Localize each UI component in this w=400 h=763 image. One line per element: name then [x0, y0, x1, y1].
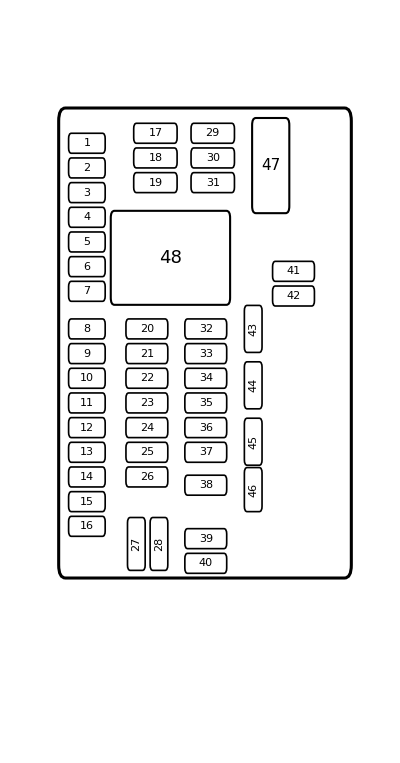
Text: 44: 44 [248, 378, 258, 392]
Text: 10: 10 [80, 373, 94, 383]
Text: 2: 2 [83, 163, 90, 173]
Text: 34: 34 [199, 373, 213, 383]
Text: 23: 23 [140, 398, 154, 408]
Text: 12: 12 [80, 423, 94, 433]
FancyBboxPatch shape [185, 369, 227, 388]
Text: 22: 22 [140, 373, 154, 383]
FancyBboxPatch shape [69, 343, 105, 364]
Text: 33: 33 [199, 349, 213, 359]
Text: 37: 37 [199, 447, 213, 457]
Text: 27: 27 [131, 537, 141, 551]
Text: 17: 17 [148, 128, 162, 138]
Text: 18: 18 [148, 153, 162, 163]
Text: 6: 6 [83, 262, 90, 272]
FancyBboxPatch shape [244, 362, 262, 409]
FancyBboxPatch shape [244, 468, 262, 512]
Text: 46: 46 [248, 482, 258, 497]
FancyBboxPatch shape [69, 319, 105, 339]
Text: 40: 40 [199, 559, 213, 568]
Text: 38: 38 [199, 480, 213, 490]
FancyBboxPatch shape [126, 319, 168, 339]
FancyBboxPatch shape [244, 418, 262, 465]
FancyBboxPatch shape [69, 417, 105, 438]
Text: 13: 13 [80, 447, 94, 457]
FancyBboxPatch shape [69, 134, 105, 153]
Text: 42: 42 [286, 291, 301, 301]
FancyBboxPatch shape [69, 158, 105, 178]
Text: 29: 29 [206, 128, 220, 138]
Text: 5: 5 [83, 237, 90, 247]
FancyBboxPatch shape [191, 124, 234, 143]
Text: 20: 20 [140, 324, 154, 334]
FancyBboxPatch shape [126, 343, 168, 364]
Text: 28: 28 [154, 537, 164, 551]
Text: 26: 26 [140, 472, 154, 482]
FancyBboxPatch shape [69, 282, 105, 301]
FancyBboxPatch shape [150, 517, 168, 571]
FancyBboxPatch shape [185, 319, 227, 339]
Text: 47: 47 [261, 158, 280, 173]
Text: 9: 9 [83, 349, 90, 359]
FancyBboxPatch shape [185, 553, 227, 573]
FancyBboxPatch shape [69, 467, 105, 487]
FancyBboxPatch shape [69, 232, 105, 252]
FancyBboxPatch shape [185, 393, 227, 413]
Text: 1: 1 [83, 138, 90, 148]
FancyBboxPatch shape [69, 256, 105, 277]
Text: 24: 24 [140, 423, 154, 433]
FancyBboxPatch shape [185, 443, 227, 462]
Text: 16: 16 [80, 521, 94, 531]
FancyBboxPatch shape [272, 262, 314, 282]
Text: 31: 31 [206, 178, 220, 188]
Text: 11: 11 [80, 398, 94, 408]
FancyBboxPatch shape [126, 443, 168, 462]
FancyBboxPatch shape [69, 182, 105, 203]
Text: 41: 41 [286, 266, 300, 276]
Text: 21: 21 [140, 349, 154, 359]
FancyBboxPatch shape [185, 417, 227, 438]
Text: 45: 45 [248, 435, 258, 449]
FancyBboxPatch shape [185, 343, 227, 364]
FancyBboxPatch shape [134, 172, 177, 192]
FancyBboxPatch shape [126, 369, 168, 388]
FancyBboxPatch shape [111, 211, 230, 305]
FancyBboxPatch shape [69, 369, 105, 388]
Text: 30: 30 [206, 153, 220, 163]
FancyBboxPatch shape [185, 529, 227, 549]
Text: 3: 3 [83, 188, 90, 198]
Text: 48: 48 [159, 249, 182, 267]
Text: 8: 8 [83, 324, 90, 334]
FancyBboxPatch shape [59, 108, 351, 578]
FancyBboxPatch shape [69, 491, 105, 512]
Text: 32: 32 [199, 324, 213, 334]
FancyBboxPatch shape [244, 305, 262, 353]
FancyBboxPatch shape [134, 124, 177, 143]
Text: 14: 14 [80, 472, 94, 482]
Text: 43: 43 [248, 322, 258, 336]
FancyBboxPatch shape [69, 517, 105, 536]
FancyBboxPatch shape [69, 208, 105, 227]
Text: 36: 36 [199, 423, 213, 433]
FancyBboxPatch shape [128, 517, 145, 571]
Text: 15: 15 [80, 497, 94, 507]
FancyBboxPatch shape [191, 172, 234, 192]
Text: 39: 39 [199, 533, 213, 544]
FancyBboxPatch shape [252, 118, 289, 213]
FancyBboxPatch shape [69, 443, 105, 462]
FancyBboxPatch shape [126, 393, 168, 413]
FancyBboxPatch shape [134, 148, 177, 168]
Text: 4: 4 [83, 212, 90, 222]
FancyBboxPatch shape [185, 475, 227, 495]
FancyBboxPatch shape [126, 417, 168, 438]
Text: 19: 19 [148, 178, 162, 188]
FancyBboxPatch shape [191, 148, 234, 168]
FancyBboxPatch shape [126, 467, 168, 487]
Text: 25: 25 [140, 447, 154, 457]
FancyBboxPatch shape [69, 393, 105, 413]
Text: 35: 35 [199, 398, 213, 408]
Text: 7: 7 [83, 286, 90, 296]
FancyBboxPatch shape [272, 286, 314, 306]
